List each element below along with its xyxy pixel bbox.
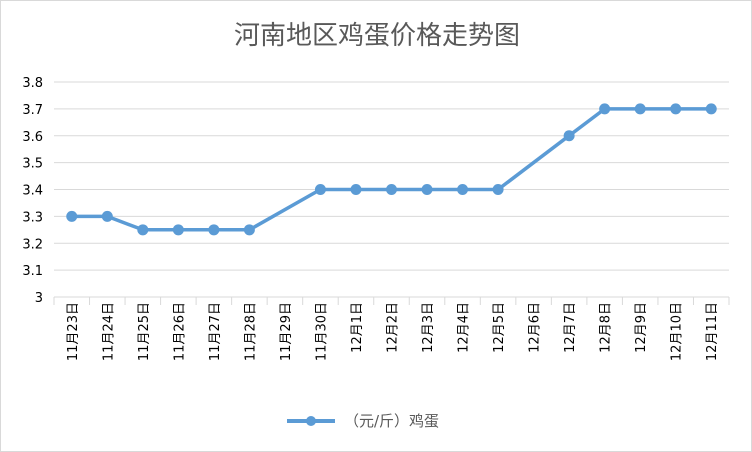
- data-point: [243, 224, 255, 236]
- y-tick-label: 3.6: [22, 130, 43, 145]
- x-tick-label: 11月26日: [172, 302, 187, 361]
- grid-layer: [54, 81, 729, 271]
- data-point: [492, 184, 504, 195]
- y-tick-label: 3.5: [22, 157, 43, 172]
- x-tick-label: 11月24日: [101, 302, 116, 361]
- x-tick-label: 11月30日: [314, 302, 329, 361]
- data-point: [599, 103, 611, 115]
- y-tick-label: 3.4: [22, 184, 43, 199]
- data-point: [101, 210, 113, 222]
- y-tick-label: 3.8: [22, 76, 43, 91]
- data-point: [386, 184, 397, 195]
- y-tick-label: 3.3: [22, 210, 43, 225]
- x-tick-label: 12月10日: [670, 302, 685, 361]
- data-point: [563, 130, 575, 142]
- x-tick-label: 11月28日: [243, 302, 258, 361]
- data-point: [634, 103, 646, 115]
- legend: （元/斤）鸡蛋: [287, 412, 439, 430]
- legend-marker: [306, 416, 316, 426]
- data-point: [172, 224, 184, 236]
- data-point: [137, 224, 149, 236]
- x-tick-label: 12月8日: [599, 302, 614, 353]
- x-tick-label: 12月6日: [528, 302, 543, 353]
- data-point: [66, 210, 78, 222]
- x-tick-label: 12月9日: [634, 302, 649, 353]
- y-tick-label: 3.2: [22, 237, 43, 252]
- y-tick-label: 3.1: [22, 264, 43, 279]
- x-tick-label: 11月29日: [279, 302, 294, 361]
- y-tick-label: 3: [35, 291, 43, 306]
- x-tick-label: 12月3日: [421, 302, 436, 353]
- series-layer: [66, 103, 717, 236]
- x-tick-label: 12月5日: [492, 302, 507, 353]
- data-point: [670, 103, 682, 115]
- x-tick-label: 11月25日: [137, 302, 152, 361]
- series-line: [71, 107, 712, 232]
- x-tick-label: 12月4日: [457, 302, 472, 353]
- x-tick-label: 11月23日: [66, 302, 81, 361]
- x-tick-label: 11月27日: [208, 302, 223, 361]
- axis-layer: 3 3.1 3.2 3.3 3.4 3.5 3.6 3.7 3.8 11月23日 11月24日 11月…: [22, 76, 730, 361]
- data-point: [457, 184, 469, 195]
- chart-title: 河南地区鸡蛋价格走势图: [234, 21, 520, 51]
- x-tick-label: 12月7日: [563, 302, 578, 353]
- x-tick-label: 12月11日: [705, 302, 720, 361]
- data-point: [314, 184, 326, 195]
- legend-label: （元/斤）鸡蛋: [344, 412, 439, 430]
- data-point: [350, 184, 362, 195]
- x-tick-label: 12月2日: [386, 302, 401, 353]
- data-point: [705, 103, 717, 115]
- x-tick-label: 12月1日: [350, 302, 365, 353]
- y-tick-label: 3.7: [22, 103, 43, 118]
- data-point: [421, 184, 433, 195]
- data-point: [208, 224, 220, 236]
